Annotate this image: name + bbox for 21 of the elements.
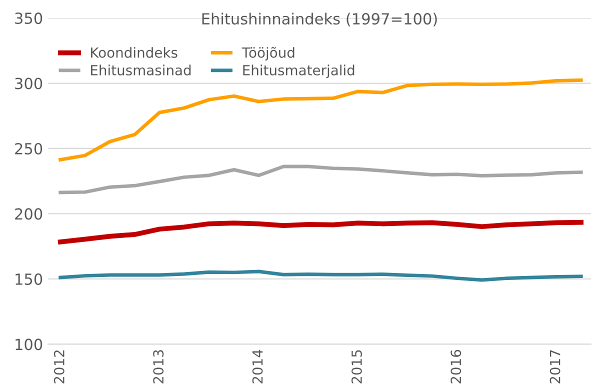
line-series <box>58 270 583 282</box>
legend-label: Ehitusmaterjalid <box>243 64 354 78</box>
legend-label: Koondindeks <box>91 47 178 58</box>
line-series <box>58 164 583 194</box>
y-tick-label: 250 <box>15 142 42 155</box>
x-tick-label: 2014 <box>252 350 263 384</box>
x-tick-label: 2016 <box>450 350 462 384</box>
x-tick-label: 2015 <box>351 350 362 384</box>
chart-title: Ehitushinnaindeks (1997=100) <box>202 12 437 26</box>
line-series <box>58 220 584 244</box>
y-tick-label: 100 <box>16 338 42 350</box>
legend-label: Ehitusmasinad <box>91 64 191 76</box>
legend-label: Tööjõud <box>242 46 294 61</box>
x-tick-label: 2013 <box>153 350 164 384</box>
x-tick-label: 2017 <box>550 350 560 384</box>
x-tick-label: 2012 <box>54 350 64 384</box>
y-tick-label: 300 <box>15 78 42 90</box>
y-tick-label: 150 <box>16 273 42 285</box>
y-tick-label: 350 <box>15 12 42 24</box>
line-series <box>58 78 583 162</box>
y-tick-label: 200 <box>15 208 42 220</box>
